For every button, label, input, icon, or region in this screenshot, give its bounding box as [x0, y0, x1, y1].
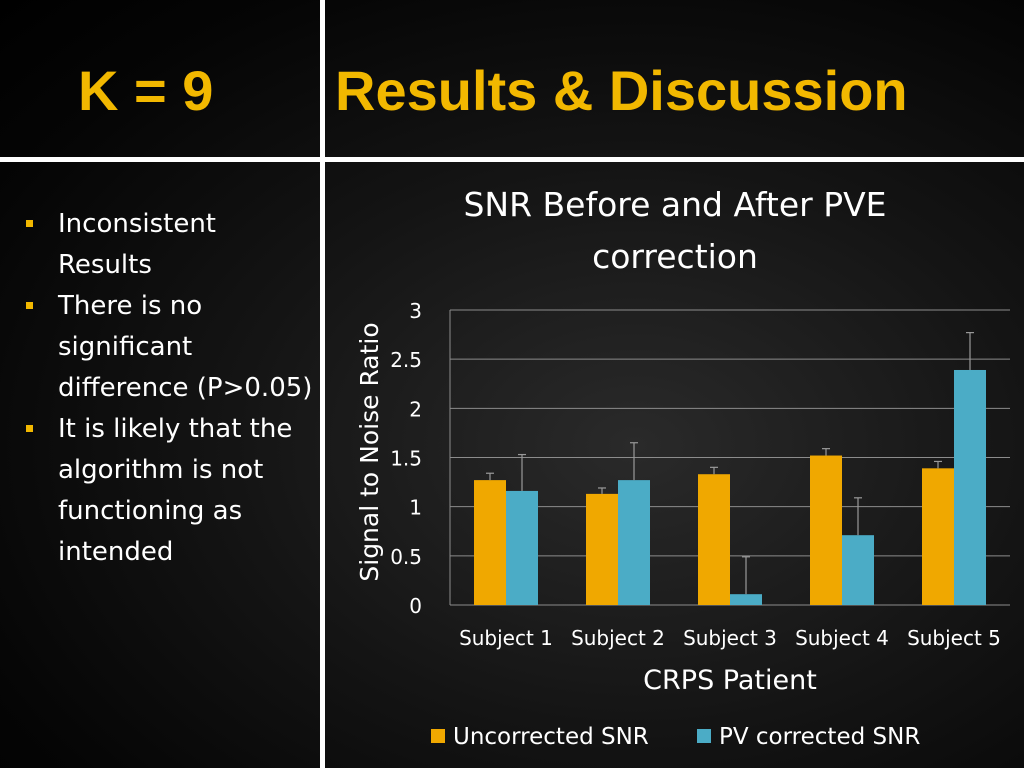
bar [922, 468, 954, 605]
y-tick-label: 2 [409, 397, 422, 421]
x-category-label: Subject 5 [907, 626, 1001, 650]
x-category-label: Subject 1 [459, 626, 553, 650]
chart-title-line-2: correction [592, 237, 758, 276]
legend: Uncorrected SNR PV corrected SNR [431, 724, 920, 750]
slide-title: Results & Discussion [335, 59, 908, 122]
vertical-divider [320, 0, 325, 768]
bar [730, 594, 762, 605]
bullet-square-icon [26, 425, 33, 432]
bar [586, 493, 618, 605]
bullet-list: Inconsistent Results There is no signifi… [22, 204, 314, 573]
legend-swatch [697, 729, 711, 743]
bar [954, 369, 986, 605]
y-tick-label: 0 [409, 594, 422, 618]
bar [698, 474, 730, 605]
bar [506, 490, 538, 605]
legend-swatch [431, 729, 445, 743]
y-tick-labels: 0 0.5 1 1.5 2 2.5 3 [390, 299, 422, 618]
bullet-item: Inconsistent Results [22, 204, 314, 286]
y-tick-label: 2.5 [390, 348, 422, 372]
bullet-item: There is no significant difference (P>0.… [22, 286, 314, 409]
legend-label: PV corrected SNR [719, 724, 920, 750]
horizontal-divider [0, 157, 1024, 162]
y-tick-label: 0.5 [390, 545, 422, 569]
bullet-text: There is no significant difference (P>0.… [58, 291, 313, 403]
bullet-text: It is likely that the algorithm is not f… [58, 414, 293, 567]
bar [474, 480, 506, 605]
y-tick-label: 3 [409, 299, 422, 323]
x-axis-label: CRPS Patient [643, 665, 817, 696]
bar [810, 455, 842, 605]
legend-label: Uncorrected SNR [453, 724, 649, 750]
bar [842, 535, 874, 605]
y-tick-label: 1 [409, 496, 422, 520]
bullet-text: Inconsistent Results [58, 209, 217, 280]
bullet-item: It is likely that the algorithm is not f… [22, 409, 314, 573]
y-tick-label: 1.5 [390, 447, 422, 471]
bar [618, 480, 650, 605]
snr-bar-chart: SNR Before and After PVE correction 0 0.5… [355, 185, 1010, 750]
x-category-label: Subject 3 [683, 626, 777, 650]
x-category-label: Subject 2 [571, 626, 665, 650]
bullet-square-icon [26, 302, 33, 309]
chart-title-line-1: SNR Before and After PVE [463, 185, 886, 224]
error-bars [486, 332, 974, 595]
y-axis-label: Signal to Noise Ratio [355, 322, 384, 581]
x-category-labels: Subject 1 Subject 2 Subject 3 Subject 4 Subj… [459, 626, 1001, 650]
bullet-square-icon [26, 220, 33, 227]
k-title: K = 9 [78, 59, 214, 122]
x-category-label: Subject 4 [795, 626, 889, 650]
bars [474, 369, 986, 605]
